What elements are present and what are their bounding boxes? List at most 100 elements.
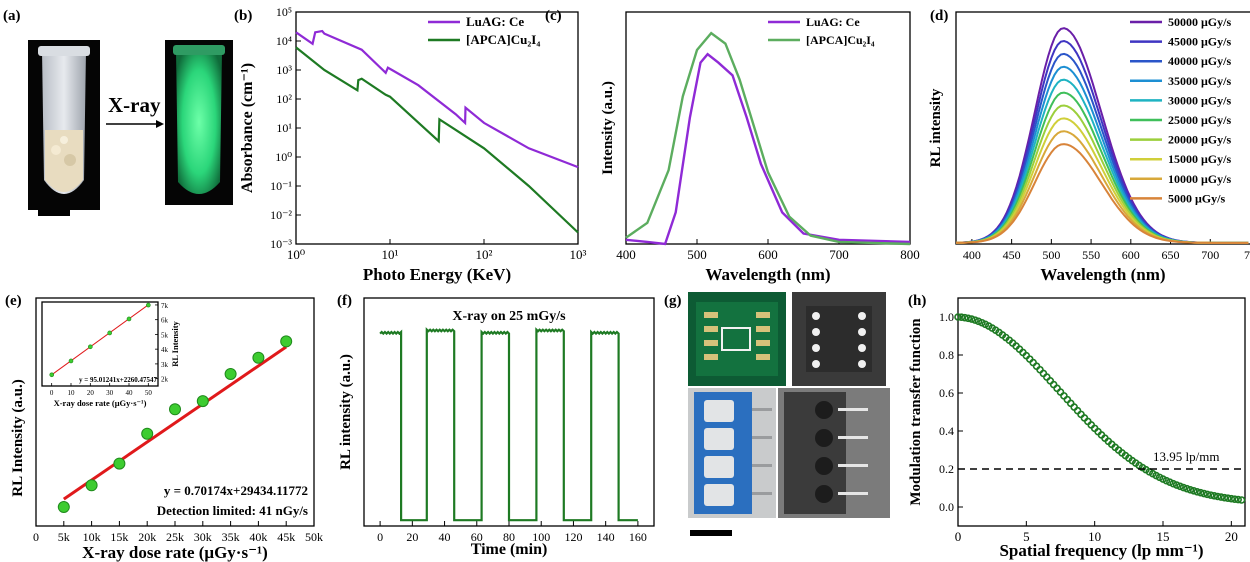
legend-entry: LuAG: Ce: [806, 15, 860, 29]
x-tick-label: 10k: [83, 530, 101, 544]
x-axis-label: Wavelength (nm): [705, 265, 830, 284]
x-tick-label: 160: [629, 530, 647, 544]
scale-bar: [38, 210, 70, 216]
inset-x-axis-label: X-ray dose rate (μGy·s⁻¹): [54, 398, 147, 408]
x-tick-label: 10³: [570, 247, 587, 262]
data-point: [85, 479, 98, 492]
y-tick-label: 0.0: [939, 500, 954, 514]
y-tick-label: 10⁻³: [270, 237, 292, 251]
mtf-point: [967, 315, 976, 323]
y-tick-label: 0.6: [939, 386, 954, 400]
y-tick-label: 1.0: [939, 310, 954, 324]
y-axis-label: RL Intensity (a.u.): [10, 379, 26, 497]
x-tick-label: 10⁰: [287, 247, 305, 262]
mtf-point: [1234, 495, 1242, 504]
x-tick-label: 0: [33, 530, 39, 544]
fit-line: [62, 345, 288, 501]
inset-x-tick-label: 0: [50, 389, 54, 397]
x-tick-label: 500: [1042, 248, 1060, 262]
data-point: [169, 403, 181, 416]
inset-data-point: [146, 302, 151, 308]
x-tick-label: 450: [1003, 248, 1021, 262]
tube-photo-after: [165, 40, 233, 205]
data-point: [57, 501, 70, 513]
y-axis-label: RL intensity (a.u.): [338, 354, 354, 470]
legend-entry: 30000 μGy/s: [1168, 93, 1231, 107]
x-tick-label: 500: [687, 247, 707, 262]
x-tick-label: 5: [1023, 529, 1030, 544]
y-tick-label: 10¹: [276, 121, 292, 135]
panel-letter-a: (a): [3, 8, 21, 24]
data-point: [224, 368, 237, 380]
photo-panel-a: X-ray: [28, 40, 233, 216]
inset-y-tick-label: 7k: [161, 302, 169, 310]
y-axis-label: Modulation transfer function: [908, 318, 924, 506]
y-tick-label: 10⁻²: [270, 208, 292, 222]
mtf-point: [1207, 491, 1215, 499]
series-line: [625, 31, 911, 246]
x-tick-label: 5k: [58, 530, 70, 544]
signal-trace: [379, 327, 638, 522]
pcb-xray-image: [792, 292, 886, 386]
x-tick-label: 700: [829, 247, 849, 262]
x-tick-label: 60: [471, 530, 483, 544]
mtf-point: [954, 313, 962, 321]
inset-y-tick-label: 4k: [161, 346, 169, 354]
y-tick-label: 10³: [276, 63, 292, 77]
mtf-point: [1196, 488, 1205, 497]
data-point: [280, 335, 293, 348]
mtf-point: [1056, 388, 1065, 396]
mtf-point: [1176, 482, 1184, 491]
x-tick-label: 10: [1088, 529, 1101, 544]
x-tick-label: 100: [532, 530, 550, 544]
series-line: [956, 143, 1249, 244]
chart-mtf: 0 5 10 15 20 0.0 0.2 0.4 0.6 0.8 1.0 13.95 lp/mm Spa…: [908, 297, 1246, 560]
x-tick-label: 45k: [277, 530, 295, 544]
inset-fit-line: [51, 304, 149, 376]
x-tick-label: 80: [503, 530, 515, 544]
mtf-point: [1193, 488, 1201, 496]
x-ray-arrow: [106, 120, 164, 128]
mtf-point: [961, 313, 969, 322]
x-axis-label: X-ray dose rate (μGy·s⁻¹): [82, 543, 268, 562]
plot-frame: [955, 11, 1250, 245]
terminal-block-photo: [688, 388, 776, 518]
inset-y-tick-label: 2k: [161, 376, 169, 384]
chart-emission-spectra: 400 500 600 700 800 LuAG: Ce [APCA]Cu₂I₄ Wavele…: [600, 11, 920, 284]
series-line: [295, 29, 579, 169]
mtf-point: [1217, 493, 1225, 501]
x-tick-label: 40: [439, 530, 451, 544]
panel-letter-g: (g): [664, 293, 682, 309]
x-tick-label: 600: [1122, 248, 1140, 262]
x-tick-label: 400: [616, 247, 636, 262]
x-tick-label: 400: [963, 248, 981, 262]
mtf-point: [964, 314, 973, 323]
y-axis-label: RL intensity: [928, 88, 944, 167]
mtf-point: [1230, 495, 1239, 503]
photo-panel-g: [688, 292, 890, 536]
inset-x-tick-label: 50: [145, 389, 153, 397]
x-tick-label: 20: [406, 530, 418, 544]
y-tick-label: 0.8: [939, 348, 954, 362]
inset-y-tick-label: 3k: [161, 361, 169, 369]
y-axis-label: Intensity (a.u.): [600, 81, 616, 175]
legend-entry: 5000 μGy/s: [1168, 191, 1225, 205]
y-tick-label: 10⁻¹: [270, 179, 292, 193]
data-point: [141, 427, 154, 440]
legend-entry: 45000 μGy/s: [1168, 35, 1231, 49]
inset-x-tick-label: 10: [68, 389, 76, 397]
x-tick-label: 800: [900, 247, 920, 262]
x-axis-label: Wavelength (nm): [1040, 265, 1165, 284]
mtf-point: [957, 313, 966, 322]
mtf-point: [1227, 494, 1236, 503]
inset-x-tick-label: 20: [87, 389, 95, 397]
x-tick-label: 20k: [138, 530, 156, 544]
inset-data-point: [68, 358, 74, 364]
x-tick-label: 35k: [222, 530, 240, 544]
x-tick-label: 140: [597, 530, 615, 544]
inset-data-point: [49, 372, 55, 378]
x-tick-label: 20: [1225, 529, 1238, 544]
x-axis-label: Spatial frequency (lp mm⁻¹): [999, 541, 1203, 560]
x-tick-label: 10¹: [382, 247, 399, 262]
detection-limit: Detection limited: 41 nGy/s: [157, 503, 308, 518]
